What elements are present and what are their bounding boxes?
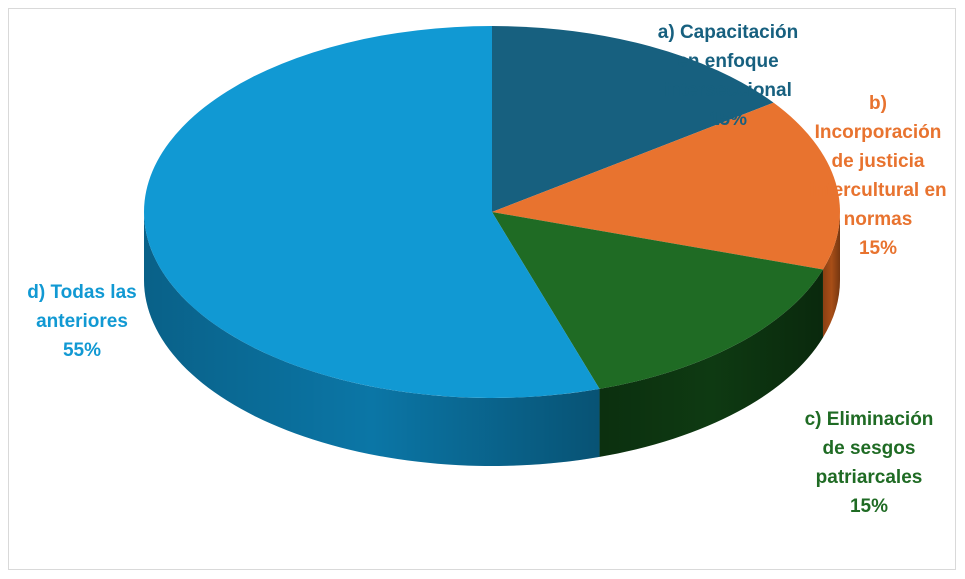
pie-side-shade-1 — [822, 212, 840, 338]
pie-labels: a) Capacitación en enfoque interseccional 1… — [27, 22, 946, 517]
data-label-3: d) Todas las anteriores 55% — [27, 282, 136, 361]
pie-side-shade-3 — [144, 212, 600, 466]
data-label-value-2: 15% — [850, 496, 888, 517]
data-label-line-1-2: de justicia — [832, 151, 925, 172]
data-label-line-3-1: anteriores — [36, 311, 128, 332]
data-label-value-0: 15% — [709, 109, 747, 130]
pie-side-shade-2 — [599, 269, 823, 457]
data-label-1: b) Incorporación de justicia intercultural … — [809, 93, 946, 259]
pie-slice-3 — [144, 26, 600, 399]
data-label-line-0-0: a) Capacitación — [658, 22, 798, 43]
data-label-line-1-1: Incorporación — [815, 122, 942, 143]
data-label-line-2-1: de sesgos — [823, 438, 916, 459]
data-label-value-3: 55% — [63, 340, 101, 361]
pie-slice-1 — [492, 102, 840, 270]
data-label-value-1: 15% — [859, 238, 897, 259]
pie-tops — [144, 26, 840, 399]
data-label-line-0-2: interseccional — [664, 80, 792, 101]
data-label-line-1-4: normas — [844, 209, 913, 230]
data-label-2: c) Eliminación de sesgos patriarcales 15% — [805, 409, 934, 517]
pie-sides — [144, 212, 840, 466]
pie-slice-2 — [492, 212, 823, 389]
data-label-line-2-0: c) Eliminación — [805, 409, 934, 430]
pie-slice-0 — [492, 26, 774, 212]
data-label-line-0-1: en enfoque — [677, 51, 778, 72]
data-label-line-1-3: intercultural en — [809, 180, 946, 201]
data-label-line-2-2: patriarcales — [816, 467, 923, 488]
data-label-line-3-0: d) Todas las — [27, 282, 136, 303]
data-label-0: a) Capacitación en enfoque interseccional 1… — [658, 22, 798, 130]
data-label-line-1-0: b) — [869, 93, 887, 114]
